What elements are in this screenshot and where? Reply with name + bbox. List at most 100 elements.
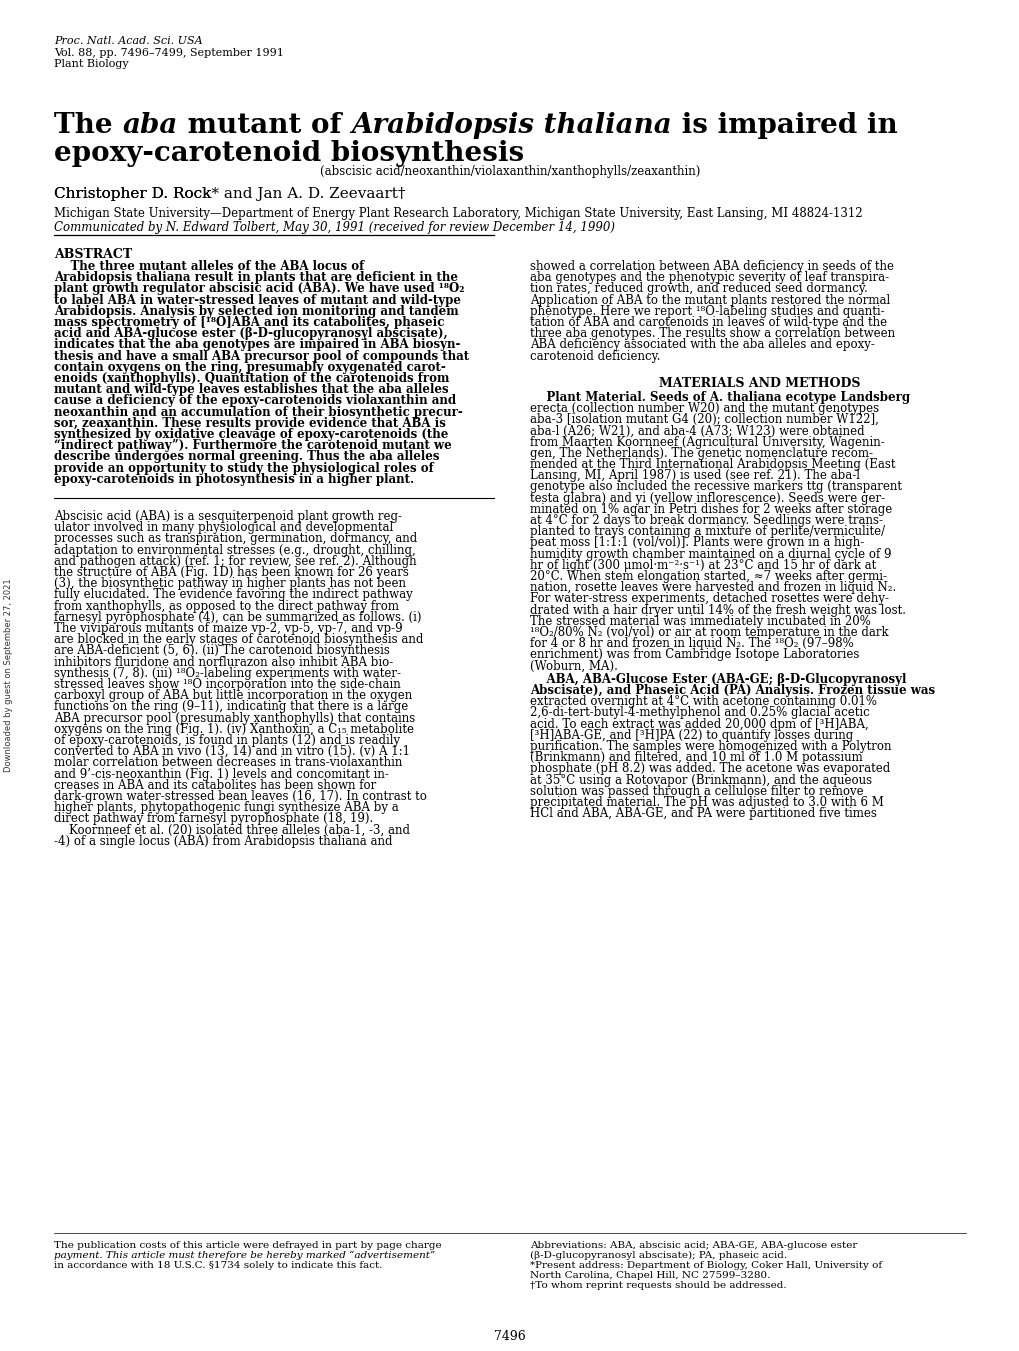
Text: Abbreviations: ABA, abscisic acid; ABA-GE, ABA-glucose ester: Abbreviations: ABA, abscisic acid; ABA-G… bbox=[530, 1242, 857, 1250]
Text: genotype also included the recessive markers ttg (transparent: genotype also included the recessive mar… bbox=[530, 481, 901, 493]
Text: Michigan State University—Department of Energy Plant Research Laboratory, Michig: Michigan State University—Department of … bbox=[54, 207, 862, 220]
Text: extracted overnight at 4°C with acetone containing 0.01%: extracted overnight at 4°C with acetone … bbox=[530, 696, 876, 708]
Text: ABA, ABA-Glucose Ester (ABA-GE; β-D-Glucopyranosyl: ABA, ABA-Glucose Ester (ABA-GE; β-D-Gluc… bbox=[530, 673, 906, 686]
Text: of epoxy-carotenoids, is found in plants (12) and is readily: of epoxy-carotenoids, is found in plants… bbox=[54, 734, 399, 747]
Text: *Present address: Department of Biology, Coker Hall, University of: *Present address: Department of Biology,… bbox=[530, 1260, 881, 1270]
Text: Abscisate), and Phaseic Acid (PA) Analysis. Frozen tissue was: Abscisate), and Phaseic Acid (PA) Analys… bbox=[530, 684, 934, 697]
Text: Christopher D. Rock* and Jan A. D. Zeevaart†: Christopher D. Rock* and Jan A. D. Zeeva… bbox=[54, 186, 406, 201]
Text: epoxy-carotenoid biosynthesis: epoxy-carotenoid biosynthesis bbox=[54, 141, 524, 168]
Text: peat moss [1:1:1 (vol/vol)]. Plants were grown in a high-: peat moss [1:1:1 (vol/vol)]. Plants were… bbox=[530, 536, 863, 550]
Text: plant growth regulator abscisic acid (ABA). We have used ¹⁸O₂: plant growth regulator abscisic acid (AB… bbox=[54, 282, 464, 296]
Text: phosphate (pH 8.2) was added. The acetone was evaporated: phosphate (pH 8.2) was added. The aceton… bbox=[530, 762, 890, 775]
Text: from xanthophylls, as opposed to the direct pathway from: from xanthophylls, as opposed to the dir… bbox=[54, 600, 398, 612]
Text: North Carolina, Chapel Hill, NC 27599–3280.: North Carolina, Chapel Hill, NC 27599–32… bbox=[530, 1271, 769, 1279]
Text: is impaired in: is impaired in bbox=[671, 112, 897, 139]
Text: higher plants, phytopathogenic fungi synthesize ABA by a: higher plants, phytopathogenic fungi syn… bbox=[54, 801, 398, 815]
Text: Arabidopsis. Analysis by selected ion monitoring and tandem: Arabidopsis. Analysis by selected ion mo… bbox=[54, 305, 459, 317]
Text: (abscisic acid/neoxanthin/violaxanthin/xanthophylls/zeaxanthin): (abscisic acid/neoxanthin/violaxanthin/x… bbox=[320, 165, 699, 178]
Text: purification. The samples were homogenized with a Polytron: purification. The samples were homogeniz… bbox=[530, 740, 891, 753]
Text: hr of light (300 μmol·m⁻²·s⁻¹) at 23°C and 15 hr of dark at: hr of light (300 μmol·m⁻²·s⁻¹) at 23°C a… bbox=[530, 559, 875, 571]
Text: For water-stress experiments, detached rosettes were dehy-: For water-stress experiments, detached r… bbox=[530, 592, 889, 605]
Text: HCl and ABA, ABA-GE, and PA were partitioned five times: HCl and ABA, ABA-GE, and PA were partiti… bbox=[530, 807, 876, 820]
Text: (3), the biosynthetic pathway in higher plants has not been: (3), the biosynthetic pathway in higher … bbox=[54, 577, 406, 590]
Text: to label ABA in water-stressed leaves of mutant and wild-type: to label ABA in water-stressed leaves of… bbox=[54, 293, 461, 307]
Text: solution was passed through a cellulose filter to remove: solution was passed through a cellulose … bbox=[530, 785, 863, 798]
Text: The three mutant alleles of the ABA locus of: The three mutant alleles of the ABA locu… bbox=[54, 259, 364, 273]
Text: tation of ABA and carotenoids in leaves of wild-type and the: tation of ABA and carotenoids in leaves … bbox=[530, 316, 887, 330]
Text: -4) of a single locus (ABA) from Arabidopsis thaliana and: -4) of a single locus (ABA) from Arabido… bbox=[54, 835, 392, 848]
Text: neoxanthin and an accumulation of their biosynthetic precur-: neoxanthin and an accumulation of their … bbox=[54, 405, 463, 419]
Text: cause a deficiency of the epoxy-carotenoids violaxanthin and: cause a deficiency of the epoxy-caroteno… bbox=[54, 394, 455, 408]
Text: phenotype. Here we report ¹⁸O-labeling studies and quanti-: phenotype. Here we report ¹⁸O-labeling s… bbox=[530, 305, 883, 317]
Text: processes such as transpiration, germination, dormancy, and: processes such as transpiration, germina… bbox=[54, 532, 417, 546]
Text: showed a correlation between ABA deficiency in seeds of the: showed a correlation between ABA deficie… bbox=[530, 259, 893, 273]
Text: and 9’-cis-neoxanthin (Fig. 1) levels and concomitant in-: and 9’-cis-neoxanthin (Fig. 1) levels an… bbox=[54, 767, 388, 781]
Text: acid and ABA-glucose ester (β-D-glucopyranosyl abscisate),: acid and ABA-glucose ester (β-D-glucopyr… bbox=[54, 327, 447, 340]
Text: Abscisic acid (ABA) is a sesquiterpenoid plant growth reg-: Abscisic acid (ABA) is a sesquiterpenoid… bbox=[54, 509, 401, 523]
Text: drated with a hair dryer until 14% of the fresh weight was lost.: drated with a hair dryer until 14% of th… bbox=[530, 604, 905, 616]
Text: are ABA-deficient (5, 6). (ii) The carotenoid biosynthesis: are ABA-deficient (5, 6). (ii) The carot… bbox=[54, 644, 389, 658]
Text: The: The bbox=[54, 112, 122, 139]
Text: Communicated by N. Edward Tolbert, May 30, 1991 (received for review December 14: Communicated by N. Edward Tolbert, May 3… bbox=[54, 222, 614, 234]
Text: aba-3 [isolation mutant G4 (20); collection number W122],: aba-3 [isolation mutant G4 (20); collect… bbox=[530, 413, 878, 426]
Text: Plant Biology: Plant Biology bbox=[54, 59, 128, 69]
Text: mended at the Third International Arabidopsis Meeting (East: mended at the Third International Arabid… bbox=[530, 458, 895, 471]
Text: direct pathway from farnesyl pyrophosphate (18, 19).: direct pathway from farnesyl pyrophospha… bbox=[54, 812, 373, 825]
Text: †To whom reprint requests should be addressed.: †To whom reprint requests should be addr… bbox=[530, 1281, 786, 1290]
Text: at 35°C using a Rotovapor (Brinkmann), and the aqueous: at 35°C using a Rotovapor (Brinkmann), a… bbox=[530, 774, 871, 786]
Text: oxygens on the ring (Fig. 1). (iv) Xanthoxin, a C₁₅ metabolite: oxygens on the ring (Fig. 1). (iv) Xanth… bbox=[54, 723, 414, 736]
Text: functions on the ring (9–11), indicating that there is a large: functions on the ring (9–11), indicating… bbox=[54, 700, 408, 713]
Text: synthesized by oxidative cleavage of epoxy-carotenoids (the: synthesized by oxidative cleavage of epo… bbox=[54, 428, 448, 440]
Text: ABA precursor pool (presumably xanthophylls) that contains: ABA precursor pool (presumably xanthophy… bbox=[54, 712, 415, 724]
Text: The publication costs of this article were defrayed in part by page charge: The publication costs of this article we… bbox=[54, 1242, 441, 1250]
Text: thesis and have a small ABA precursor pool of compounds that: thesis and have a small ABA precursor po… bbox=[54, 350, 469, 362]
Text: aba-l (A26; W21), and aba-4 (A73; W123) were obtained: aba-l (A26; W21), and aba-4 (A73; W123) … bbox=[530, 424, 864, 438]
Text: Plant Material. Seeds of A. thaliana ecotype Landsberg: Plant Material. Seeds of A. thaliana eco… bbox=[530, 390, 909, 404]
Text: nation, rosette leaves were harvested and frozen in liquid N₂.: nation, rosette leaves were harvested an… bbox=[530, 581, 896, 594]
Text: payment. This article must therefore be hereby marked “advertisement”: payment. This article must therefore be … bbox=[54, 1251, 435, 1260]
Text: farnesyl pyrophosphate (4), can be summarized as follows. (i): farnesyl pyrophosphate (4), can be summa… bbox=[54, 611, 421, 624]
Text: molar correlation between decreases in trans-violaxanthin: molar correlation between decreases in t… bbox=[54, 757, 401, 770]
Text: 20°C. When stem elongation started, ≈7 weeks after germi-: 20°C. When stem elongation started, ≈7 w… bbox=[530, 570, 887, 584]
Text: carotenoid deficiency.: carotenoid deficiency. bbox=[530, 350, 660, 362]
Text: for 4 or 8 hr and frozen in liquid N₂. The ¹⁸O₂ (97–98%: for 4 or 8 hr and frozen in liquid N₂. T… bbox=[530, 638, 853, 650]
Text: creases in ABA and its catabolites has been shown for: creases in ABA and its catabolites has b… bbox=[54, 778, 376, 792]
Text: Proc. Natl. Acad. Sci. USA: Proc. Natl. Acad. Sci. USA bbox=[54, 36, 203, 46]
Text: Koornneef et al. (20) isolated three alleles (aba-1, -3, and: Koornneef et al. (20) isolated three all… bbox=[54, 824, 410, 836]
Text: ABSTRACT: ABSTRACT bbox=[54, 249, 132, 261]
Text: gen, The Netherlands). The genetic nomenclature recom-: gen, The Netherlands). The genetic nomen… bbox=[530, 447, 872, 459]
Text: minated on 1% agar in Petri dishes for 2 weeks after storage: minated on 1% agar in Petri dishes for 2… bbox=[530, 503, 892, 516]
Text: planted to trays containing a mixture of perlite/vermiculite/: planted to trays containing a mixture of… bbox=[530, 526, 884, 538]
Text: humidity growth chamber maintained on a diurnal cycle of 9: humidity growth chamber maintained on a … bbox=[530, 547, 891, 561]
Text: [³H]ABA-GE, and [³H]PA (22) to quantify losses during: [³H]ABA-GE, and [³H]PA (22) to quantify … bbox=[530, 728, 853, 742]
Text: Christopher D. Rock: Christopher D. Rock bbox=[54, 186, 211, 201]
Text: aba: aba bbox=[122, 112, 177, 139]
Text: fully elucidated. The evidence favoring the indirect pathway: fully elucidated. The evidence favoring … bbox=[54, 589, 413, 601]
Text: ABA deficiency associated with the aba alleles and epoxy-: ABA deficiency associated with the aba a… bbox=[530, 338, 874, 351]
Text: mass spectrometry of [¹⁸O]ABA and its catabolites, phaseic: mass spectrometry of [¹⁸O]ABA and its ca… bbox=[54, 316, 444, 330]
Text: Lansing, MI, April 1987) is used (see ref. 21). The aba-l: Lansing, MI, April 1987) is used (see re… bbox=[530, 469, 859, 482]
Text: synthesis (7, 8). (iii) ¹⁸O₂-labeling experiments with water-: synthesis (7, 8). (iii) ¹⁸O₂-labeling ex… bbox=[54, 667, 400, 680]
Text: stressed leaves show ¹⁸O incorporation into the side-chain: stressed leaves show ¹⁸O incorporation i… bbox=[54, 678, 400, 690]
Text: erecta (collection number W20) and the mutant genotypes: erecta (collection number W20) and the m… bbox=[530, 403, 878, 415]
Text: MATERIALS AND METHODS: MATERIALS AND METHODS bbox=[658, 377, 860, 390]
Text: precipitated material. The pH was adjusted to 3.0 with 6 M: precipitated material. The pH was adjust… bbox=[530, 796, 883, 809]
Text: describe undergoes normal greening. Thus the aba alleles: describe undergoes normal greening. Thus… bbox=[54, 450, 439, 463]
Text: carboxyl group of ABA but little incorporation in the oxygen: carboxyl group of ABA but little incorpo… bbox=[54, 689, 412, 703]
Text: Downloaded by guest on September 27, 2021: Downloaded by guest on September 27, 202… bbox=[4, 578, 13, 771]
Text: indicates that the aba genotypes are impaired in ABA biosyn-: indicates that the aba genotypes are imp… bbox=[54, 338, 460, 351]
Text: enoids (xanthophylls). Quantitation of the carotenoids from: enoids (xanthophylls). Quantitation of t… bbox=[54, 372, 449, 385]
Text: in accordance with 18 U.S.C. §1734 solely to indicate this fact.: in accordance with 18 U.S.C. §1734 solel… bbox=[54, 1260, 382, 1270]
Text: (Brinkmann) and filtered, and 10 ml of 1.0 M potassium: (Brinkmann) and filtered, and 10 ml of 1… bbox=[530, 751, 862, 765]
Text: 2,6-di-tert-butyl-4-methylphenol and 0.25% glacial acetic: 2,6-di-tert-butyl-4-methylphenol and 0.2… bbox=[530, 707, 869, 719]
Text: from Maarten Koornneef (Agricultural University, Wagenin-: from Maarten Koornneef (Agricultural Uni… bbox=[530, 435, 883, 449]
Text: Vol. 88, pp. 7496–7499, September 1991: Vol. 88, pp. 7496–7499, September 1991 bbox=[54, 49, 283, 58]
Text: dark-grown water-stressed bean leaves (16, 17). In contrast to: dark-grown water-stressed bean leaves (1… bbox=[54, 790, 427, 802]
Text: ulator involved in many physiological and developmental: ulator involved in many physiological an… bbox=[54, 521, 393, 534]
Text: aba genotypes and the phenotypic severity of leaf transpira-: aba genotypes and the phenotypic severit… bbox=[530, 272, 889, 284]
Text: mutant and wild-type leaves establishes that the aba alleles: mutant and wild-type leaves establishes … bbox=[54, 384, 448, 396]
Text: (β-D-glucopyranosyl abscisate); PA, phaseic acid.: (β-D-glucopyranosyl abscisate); PA, phas… bbox=[530, 1251, 787, 1260]
Text: at 4°C for 2 days to break dormancy. Seedlings were trans-: at 4°C for 2 days to break dormancy. See… bbox=[530, 513, 882, 527]
Text: mutant of: mutant of bbox=[177, 112, 351, 139]
Text: are blocked in the early stages of carotenoid biosynthesis and: are blocked in the early stages of carot… bbox=[54, 634, 423, 646]
